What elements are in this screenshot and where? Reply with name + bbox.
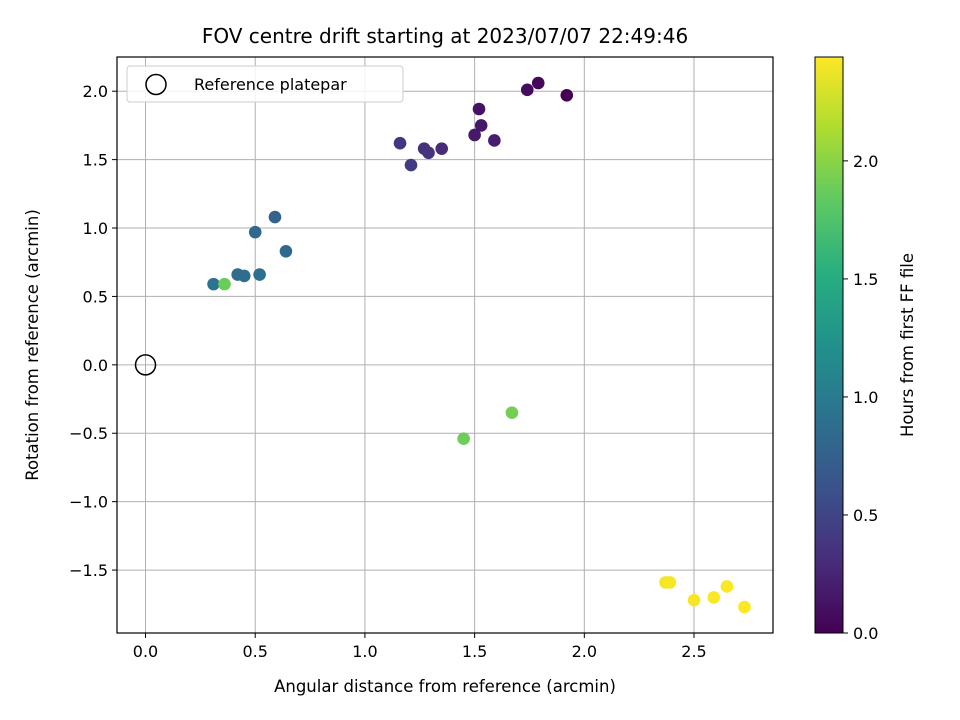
data-point — [248, 225, 262, 239]
x-tick-label: 2.5 — [681, 642, 706, 661]
y-axis-ticks: −1.5 −1.0 −0.5 0.0 0.5 1.0 1.5 2.0 — [69, 82, 117, 580]
colorbar-tick-label: 1.5 — [853, 270, 878, 289]
colorbar-ticks: 0.0 0.5 1.0 1.5 2.0 — [843, 152, 878, 643]
data-point — [520, 83, 534, 97]
x-tick-label: 1.0 — [352, 642, 377, 661]
data-points — [134, 76, 751, 614]
y-tick-label: 1.0 — [83, 219, 108, 238]
data-point — [422, 146, 435, 160]
data-point — [720, 580, 734, 593]
y-tick-label: −1.0 — [69, 493, 108, 512]
data-point — [488, 134, 501, 147]
data-point — [237, 269, 251, 283]
y-tick-label: −1.5 — [69, 561, 108, 580]
x-axis-title: Angular distance from reference (arcmin) — [274, 677, 616, 696]
data-point — [268, 210, 282, 224]
data-point — [663, 576, 677, 589]
colorbar: 0.0 0.5 1.0 1.5 2.0 Hours from first FF file — [814, 56, 917, 643]
x-tick-label: 0.5 — [242, 642, 267, 661]
x-tick-label: 2.0 — [572, 642, 597, 661]
chart-title: FOV centre drift starting at 2023/07/07 … — [202, 24, 688, 48]
colorbar-tick-label: 2.0 — [853, 152, 878, 171]
data-point — [474, 119, 488, 132]
data-point — [457, 432, 470, 446]
y-axis-title: Rotation from reference (arcmin) — [23, 209, 42, 481]
data-point — [472, 102, 486, 116]
colorbar-tick-label: 0.5 — [853, 506, 878, 525]
data-point — [218, 277, 231, 291]
legend: Reference platepar — [126, 65, 404, 103]
legend-label-reference: Reference platepar — [194, 75, 347, 94]
data-point — [738, 600, 751, 614]
data-point — [531, 76, 545, 90]
data-point — [505, 406, 519, 420]
colorbar-gradient — [814, 56, 844, 634]
x-tick-label: 1.5 — [462, 642, 487, 661]
legend-marker-reference — [145, 73, 167, 96]
data-point — [560, 89, 574, 102]
data-point — [404, 158, 418, 172]
colorbar-tick-label: 1.0 — [853, 388, 878, 407]
data-point — [435, 142, 449, 155]
data-point — [207, 277, 220, 291]
data-point — [687, 593, 701, 607]
x-tick-label: 0.0 — [133, 642, 158, 661]
data-point — [707, 591, 721, 604]
y-tick-label: 2.0 — [83, 82, 108, 101]
grid — [117, 57, 773, 633]
y-tick-label: 1.5 — [83, 151, 108, 170]
legend-box — [126, 65, 404, 103]
y-tick-label: −0.5 — [69, 424, 108, 443]
data-point — [279, 244, 293, 258]
data-point — [468, 128, 481, 142]
colorbar-title: Hours from first FF file — [898, 253, 917, 437]
reference-marker — [134, 354, 157, 376]
data-point — [253, 268, 266, 281]
x-axis-ticks: 0.0 0.5 1.0 1.5 2.0 2.5 — [133, 633, 707, 661]
y-tick-label: 0.5 — [83, 287, 108, 306]
plot-frame — [116, 56, 774, 634]
y-tick-label: 0.0 — [83, 356, 108, 375]
colorbar-tick-label: 0.0 — [853, 624, 878, 643]
data-point — [393, 136, 407, 150]
